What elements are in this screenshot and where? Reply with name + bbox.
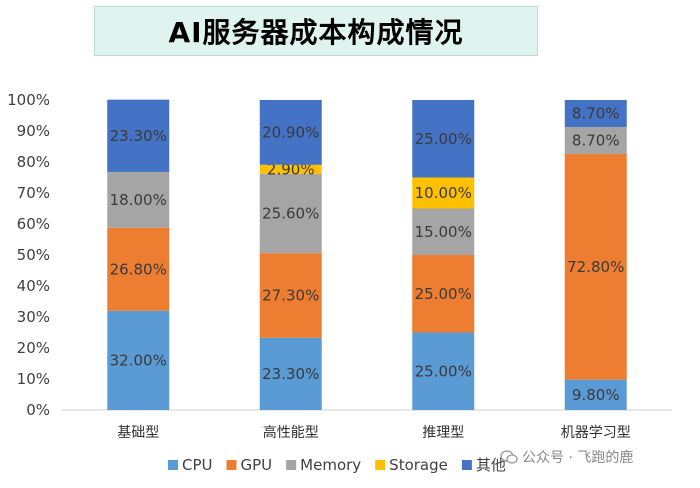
bar-segment-其他 — [259, 100, 322, 165]
legend-label: 其他 — [476, 456, 506, 474]
bar-segment-memory — [107, 171, 170, 228]
x-tick-label: 高性能型 — [263, 424, 319, 441]
data-label: 8.70% — [572, 131, 620, 149]
data-label: 25.00% — [415, 130, 472, 148]
data-label: 8.70% — [572, 104, 620, 122]
bar-segment-gpu — [259, 253, 322, 338]
legend-label: Storage — [389, 456, 448, 474]
bar-segment-其他 — [564, 100, 627, 127]
x-tick-label: 基础型 — [117, 424, 159, 441]
data-label: 27.30% — [262, 286, 319, 304]
bar-segment-memory — [412, 208, 475, 255]
y-tick-label: 30% — [17, 308, 50, 326]
data-label: 9.80% — [572, 386, 620, 404]
legend-swatch — [375, 460, 386, 470]
data-label: 25.00% — [415, 285, 472, 303]
wechat-icon — [500, 450, 518, 464]
data-label: 23.30% — [110, 127, 167, 145]
x-tick-label: 机器学习型 — [561, 425, 631, 441]
legend-label: Memory — [300, 456, 361, 474]
bar-segment-storage — [259, 164, 322, 174]
chart-title: AI服务器成本构成情况 — [168, 16, 464, 49]
y-tick-label: 0% — [26, 401, 50, 419]
data-label: 20.90% — [262, 123, 319, 141]
y-tick-label: 100% — [7, 91, 50, 109]
y-tick-label: 60% — [17, 215, 50, 233]
y-tick-label: 50% — [17, 246, 50, 264]
y-tick-label: 40% — [17, 277, 50, 295]
data-label: 32.00% — [110, 351, 167, 369]
y-tick-label: 70% — [17, 184, 50, 202]
legend-swatch — [226, 460, 237, 470]
bar-segment-cpu — [564, 379, 627, 410]
data-label: 25.00% — [415, 362, 472, 380]
legend-label: GPU — [241, 456, 273, 474]
bar-segment-gpu — [564, 153, 627, 380]
watermark: 公众号 · 飞跑的鹿 — [500, 447, 633, 467]
data-label: 18.00% — [110, 191, 167, 209]
y-tick-label: 90% — [17, 122, 50, 140]
bar-segment-其他 — [107, 99, 170, 172]
legend-swatch — [461, 460, 472, 470]
chart-title-box: AI服务器成本构成情况 — [94, 6, 538, 56]
legend-swatch — [168, 460, 178, 470]
bar-segment-gpu — [412, 255, 475, 333]
x-tick-label: 推理型 — [422, 425, 464, 441]
bar-segment-storage — [412, 177, 475, 209]
bar-segment-cpu — [107, 310, 170, 410]
bar-segment-cpu — [412, 332, 475, 410]
bar-segment-cpu — [259, 337, 322, 410]
legend-swatch — [286, 460, 297, 470]
data-label: 25.60% — [262, 204, 319, 222]
y-tick-label: 10% — [17, 370, 50, 388]
watermark-text: 公众号 · 飞跑的鹿 — [522, 450, 634, 466]
bar-segment-memory — [564, 126, 627, 154]
y-tick-label: 20% — [17, 339, 50, 357]
data-label: 26.80% — [110, 260, 167, 278]
y-tick-label: 80% — [17, 153, 50, 171]
data-label: 23.30% — [262, 365, 319, 383]
data-label: 15.00% — [415, 223, 472, 241]
legend-label: CPU — [182, 456, 213, 474]
data-label: 72.80% — [567, 258, 624, 276]
bar-segment-gpu — [107, 227, 170, 311]
data-label: 10.00% — [415, 184, 472, 202]
bar-segment-其他 — [412, 100, 475, 178]
bar-segment-memory — [259, 173, 322, 254]
